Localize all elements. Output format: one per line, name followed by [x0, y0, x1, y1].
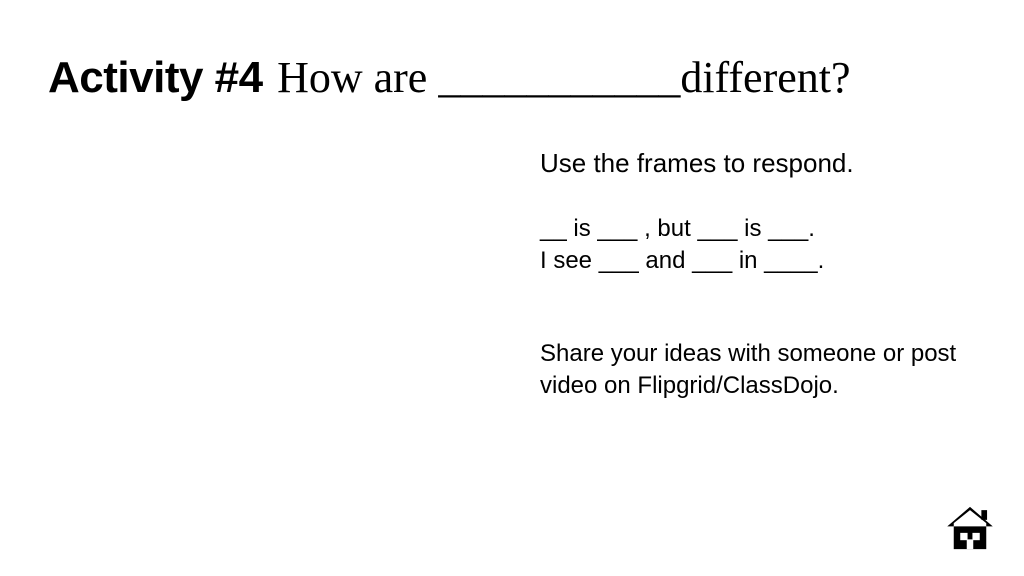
title-row: Activity #4 How are ___________different… — [48, 52, 984, 103]
content-column: Use the frames to respond. __ is ___ , b… — [540, 148, 960, 403]
sentence-frame-1: __ is ___ , but ___ is ___. — [540, 213, 960, 245]
sentence-frame-2: I see ___ and ___ in ____. — [540, 245, 960, 277]
title-question: How are ___________different? — [277, 53, 850, 102]
instruction-text: Use the frames to respond. — [540, 148, 960, 179]
share-instruction: Share your ideas with someone or post vi… — [540, 338, 960, 403]
home-icon[interactable] — [944, 502, 996, 554]
activity-label: Activity #4 — [48, 53, 263, 102]
